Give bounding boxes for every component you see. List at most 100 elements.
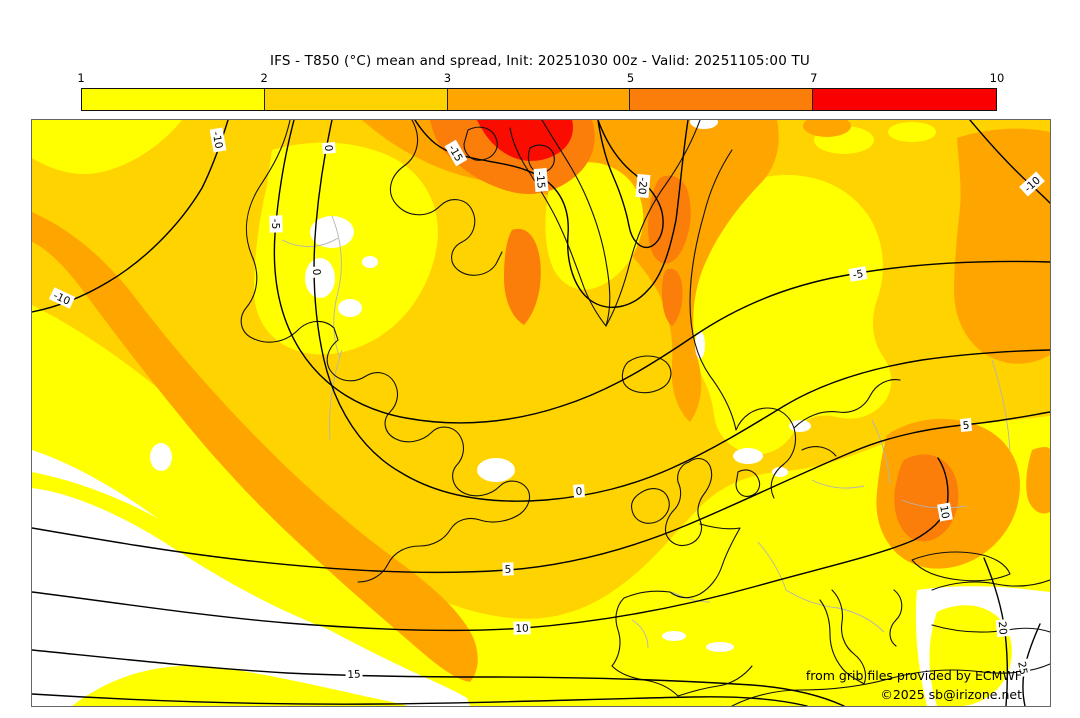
coast-gulf-riga [801, 446, 837, 457]
white-patch-10 [706, 642, 734, 652]
contour-label-box [345, 667, 363, 681]
contour-label-10-13: 10 [513, 621, 531, 635]
contour-label-text: 5 [962, 419, 970, 432]
country-border-3 [757, 541, 787, 591]
contour-label-text: -5 [269, 219, 281, 230]
orange-northeast [954, 128, 1050, 364]
yellow-scandinavia [684, 175, 892, 455]
contour-label-box [502, 562, 514, 576]
coast-baffin [389, 120, 503, 276]
country-border-4 [785, 589, 839, 609]
colorbar-tick-7: 7 [810, 71, 818, 85]
colorbar-segment-2 [447, 89, 631, 110]
white-patch-1 [305, 258, 335, 298]
yellow-quebec [254, 142, 438, 355]
country-border-5 [871, 419, 891, 485]
spread-colorbar [81, 88, 997, 111]
contour-label-25-17: 25 [1015, 658, 1031, 678]
white-patch-5 [477, 458, 515, 482]
colorbar-tick-10: 10 [989, 71, 1005, 85]
coast-hudson-labrador [240, 120, 531, 583]
contour-label-5-12: 5 [959, 417, 973, 433]
white-patch-12 [695, 331, 705, 359]
yellow-levant [929, 605, 1012, 706]
contour-20-west [32, 693, 808, 706]
contour-label-text: -10 [210, 131, 225, 150]
contour-label-box [848, 266, 868, 282]
coast-greece [889, 589, 903, 647]
yellow-greenland [545, 162, 644, 290]
country-border-2 [331, 215, 342, 359]
white-patch-2 [338, 299, 362, 317]
darkorange-baffin-2 [662, 268, 683, 326]
coast-britain [664, 457, 713, 547]
contour-label-box [310, 265, 324, 279]
contour-label-10-14: 10 [937, 502, 953, 522]
contour-label-box [444, 139, 468, 167]
coast-france-iberia [611, 523, 753, 697]
contour-label-box [533, 167, 549, 193]
contour-label-box [209, 127, 227, 153]
contour-label-text: 0 [575, 486, 583, 498]
contour-label-box [269, 215, 283, 233]
country-border-11 [811, 479, 865, 489]
contour-label--5-7: -5 [848, 266, 868, 282]
country-border-6 [901, 499, 967, 509]
country-border-9 [631, 619, 649, 649]
contour-label--20-4: -20 [635, 173, 651, 199]
darkorange-davis-streak [504, 228, 541, 325]
colorbar-tick-5: 5 [626, 71, 635, 85]
contour--20 [597, 120, 664, 248]
contour-label-box [1015, 658, 1031, 678]
orange-barents [803, 120, 851, 137]
white-patch-4 [150, 443, 172, 471]
contour-label-text: 20 [996, 621, 1009, 635]
attribution-source: from grib files provided by ECMWF [805, 668, 1022, 683]
white-patch-7 [789, 420, 811, 432]
coast-arctic-island-1 [463, 126, 498, 161]
contour-label-text: 10 [937, 505, 951, 520]
coast-black-sea [911, 551, 1011, 582]
coast-north-africa [731, 663, 1050, 706]
colorbar-segment-0 [82, 89, 265, 110]
contour-label-box [959, 417, 973, 433]
colorbar-tick-3: 3 [443, 71, 452, 85]
white-patch-3 [362, 256, 378, 268]
coast-norway-sweden [689, 149, 797, 499]
contour-label-15-15: 15 [345, 667, 363, 681]
contour-label-box [635, 173, 651, 199]
contour-label-text: -20 [635, 177, 648, 195]
forecast-map: -10 -10 -15 -15 -20 -10 -5 -5 0 0 0 5 5 10 10 15 20 25 [31, 119, 1051, 707]
orange-atlantic-band [32, 212, 478, 682]
contour-15 [32, 649, 845, 706]
yellow-topleft [32, 120, 182, 175]
contour-label-box [573, 484, 585, 498]
white-patch-0 [310, 216, 354, 248]
coast-finland [793, 379, 901, 429]
white-patch-9 [662, 631, 686, 641]
contour-label-text: -15 [533, 171, 546, 189]
coast-arctic-island-2 [527, 144, 555, 173]
country-border-7 [991, 359, 1011, 451]
contour-5 [32, 411, 1050, 574]
yellow-streak-in-white-2 [32, 472, 337, 630]
contour-label-text: 10 [515, 623, 529, 635]
contour-label-text: 0 [310, 268, 323, 276]
page-title: IFS - T850 (°C) mean and spread, Init: 2… [269, 53, 811, 69]
contour-label-text: 25 [1015, 661, 1029, 676]
country-border-8 [671, 591, 711, 603]
yellow-arctic-2 [888, 122, 936, 142]
contour--15 [414, 120, 689, 308]
coast-ireland [631, 488, 670, 524]
contour-label-5-11: 5 [502, 562, 514, 576]
contour-label-text: 15 [347, 669, 361, 681]
white-patch-8 [772, 467, 788, 477]
contour-label-0-10: 0 [573, 484, 585, 498]
country-border-1 [281, 237, 339, 247]
contour-label-20-16: 20 [996, 618, 1011, 638]
colorbar-segment-3 [630, 89, 814, 110]
coast-greenland-west [509, 120, 611, 327]
country-border-0 [329, 349, 343, 441]
